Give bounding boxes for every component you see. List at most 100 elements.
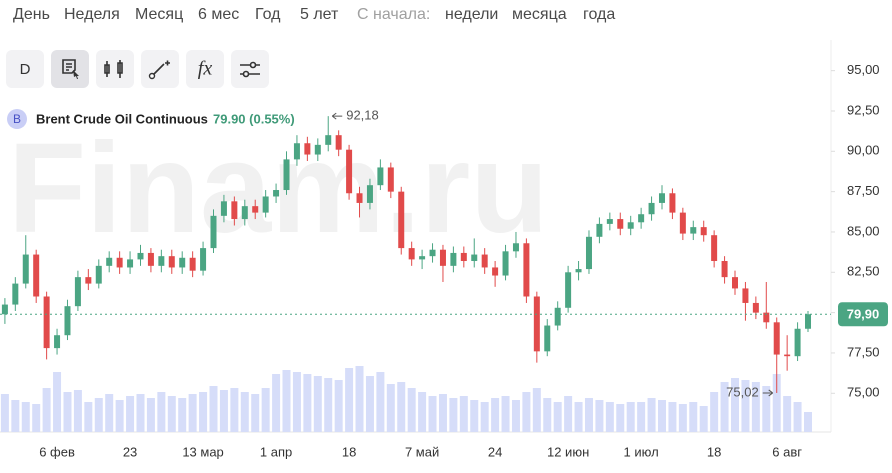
volume-bar bbox=[178, 398, 187, 432]
candle-body bbox=[158, 256, 165, 266]
candle-body bbox=[617, 219, 624, 229]
candle-body bbox=[732, 277, 738, 289]
candle-body bbox=[419, 256, 426, 260]
candle-body bbox=[669, 193, 676, 213]
since-option[interactable]: недели bbox=[445, 6, 498, 23]
volume-bar bbox=[292, 372, 301, 432]
since-label: С начала: bbox=[357, 6, 430, 23]
candle-body bbox=[638, 214, 645, 223]
volume-bar bbox=[678, 404, 687, 432]
y-tick-label: 95,00 bbox=[847, 62, 880, 77]
candle-body bbox=[377, 167, 384, 186]
last-price-box bbox=[838, 302, 888, 327]
legend-quote: 79.90 (0.55%) bbox=[213, 111, 295, 126]
candle-body bbox=[147, 252, 154, 266]
y-tick-label: 90,00 bbox=[847, 143, 880, 158]
candle-body bbox=[606, 219, 613, 224]
candle-body bbox=[241, 206, 248, 220]
candle-body bbox=[335, 135, 342, 150]
candle-body bbox=[450, 252, 457, 266]
candle-body bbox=[273, 190, 280, 197]
candle-body bbox=[439, 249, 446, 266]
toolbar: День Неделя Месяц 6 мес Год 5 лет С начала: нед… bbox=[13, 6, 615, 23]
volume-bar bbox=[324, 378, 333, 432]
candle-body bbox=[658, 193, 665, 203]
candle-body bbox=[387, 167, 394, 192]
x-tick-label: 6 авг bbox=[772, 444, 802, 459]
candle-body bbox=[12, 283, 19, 305]
period-button[interactable]: День bbox=[13, 6, 50, 23]
volume-bar bbox=[574, 402, 583, 432]
candle-body bbox=[283, 159, 290, 191]
period-button[interactable]: 5 лет bbox=[300, 6, 339, 23]
volume-bar bbox=[272, 374, 281, 432]
volume-bar bbox=[240, 392, 249, 432]
since-option[interactable]: месяца bbox=[512, 6, 567, 23]
volume-bar bbox=[616, 404, 625, 432]
volume-bar bbox=[386, 384, 395, 432]
candle-body bbox=[293, 143, 300, 160]
candle-body bbox=[408, 248, 415, 260]
candle-body bbox=[262, 196, 269, 213]
candle-body bbox=[314, 144, 321, 155]
volume-bar bbox=[438, 394, 447, 432]
volume-bar bbox=[459, 396, 468, 432]
candle-body bbox=[544, 325, 551, 352]
period-button[interactable]: Год bbox=[255, 6, 281, 23]
tool-button[interactable] bbox=[231, 50, 269, 88]
volume-bar bbox=[84, 402, 93, 432]
candle-body bbox=[429, 249, 436, 257]
x-tick-label: 12 июн bbox=[547, 444, 589, 459]
candle-body bbox=[585, 236, 592, 270]
candle-body bbox=[220, 201, 227, 216]
candle-body bbox=[33, 254, 40, 297]
tool-icon bbox=[73, 70, 79, 79]
annotation-label: 75,02 bbox=[726, 384, 759, 399]
volume-bar bbox=[94, 398, 103, 432]
candle-body bbox=[189, 257, 196, 271]
volume-bar bbox=[282, 370, 291, 432]
volume-bar bbox=[376, 372, 385, 432]
volume-bar bbox=[637, 402, 646, 432]
last-price-label: 79,90 bbox=[847, 307, 880, 322]
volume-bar bbox=[126, 396, 135, 432]
volume-bar bbox=[522, 392, 531, 432]
volume-bar bbox=[0, 394, 9, 432]
candle-body bbox=[596, 223, 603, 237]
volume-bar bbox=[188, 394, 197, 432]
volume-bar bbox=[11, 400, 20, 432]
x-tick-label: 6 фев bbox=[39, 444, 75, 459]
tool-icon bbox=[249, 61, 257, 69]
candle-body bbox=[356, 193, 363, 203]
tool-button[interactable] bbox=[6, 50, 44, 88]
candle-body bbox=[1, 304, 8, 315]
volume-bar bbox=[428, 396, 437, 432]
candle-body bbox=[752, 302, 759, 313]
volume-bar bbox=[313, 376, 322, 432]
volume-bar bbox=[699, 406, 708, 432]
volume-bar bbox=[470, 400, 479, 432]
period-button[interactable]: Месяц bbox=[135, 6, 183, 23]
volume-bar bbox=[365, 376, 374, 432]
tool-button[interactable] bbox=[51, 50, 89, 88]
period-button[interactable]: 6 мес bbox=[198, 6, 239, 23]
since-option[interactable]: года bbox=[583, 6, 615, 23]
tool-button[interactable] bbox=[186, 50, 224, 88]
candle-body bbox=[471, 254, 478, 262]
candle-body bbox=[648, 202, 655, 215]
legend-badge-text: B bbox=[13, 112, 21, 126]
candle-body bbox=[106, 257, 113, 266]
volume-bar bbox=[647, 398, 656, 432]
volume-bar bbox=[334, 380, 343, 432]
volume-bar bbox=[762, 386, 771, 432]
candle-body bbox=[74, 277, 81, 307]
candle-body bbox=[127, 259, 134, 268]
volume-bar bbox=[657, 400, 666, 432]
volume-bar bbox=[564, 396, 573, 432]
x-tick-label: 13 мар bbox=[182, 444, 223, 459]
period-button[interactable]: Неделя bbox=[64, 6, 120, 23]
tool-button[interactable] bbox=[96, 50, 134, 88]
candle-body bbox=[742, 288, 749, 303]
volume-bar bbox=[261, 388, 270, 432]
